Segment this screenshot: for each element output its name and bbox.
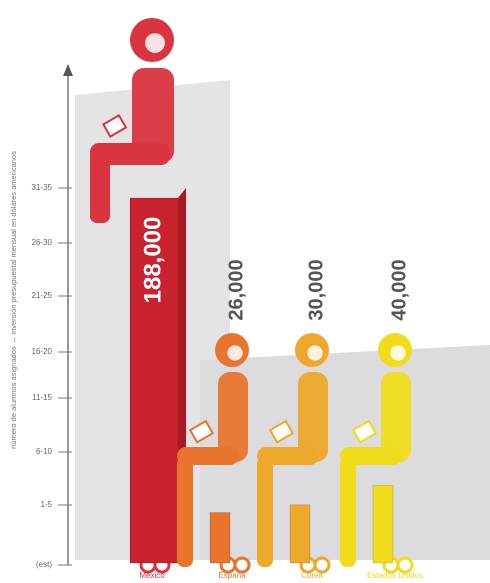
x-tick-label: Estados Unidos [367,571,423,580]
figure-leg [90,153,110,223]
value-label: 188,000 [139,217,166,304]
bar [129,197,179,564]
figure-face [227,345,243,361]
figure-lap [257,447,319,465]
figure-face [145,33,165,53]
x-tick-label: Corea [301,571,323,580]
figure-leg [177,457,193,567]
figure-body [132,68,174,163]
figure-face [390,345,406,361]
y-tick-label: 26-30 [32,238,53,247]
figure-face [307,345,323,361]
figure-book [188,419,215,444]
figure-body [298,372,328,462]
value-label: 30,000 [305,259,327,320]
value-label: 40,000 [388,259,410,320]
y-tick-label: 1-5 [40,500,52,509]
y-axis-label: número de alumnos asignados ↔ inversión … [9,151,18,449]
x-tick-label: España [218,571,246,580]
figure-leg [340,457,356,567]
figure-lap [177,447,239,465]
figure-lap [340,447,402,465]
bar [372,484,394,564]
figure-wheel [233,556,251,574]
y-tick-label: 16-20 [32,347,53,356]
y-tick-label: 11-15 [32,393,52,402]
x-tick-label: México [139,571,165,580]
figure-wheel [396,556,414,574]
y-tick-label: 6-10 [36,447,53,456]
y-tick-label: 21-25 [32,291,53,300]
figure-body [218,372,248,462]
y-tick-label: 31-35 [32,183,53,192]
figure-book [351,419,378,444]
figure-book [268,419,295,444]
value-label: 26,000 [225,259,247,320]
figure-book [101,113,128,138]
figure-body [381,372,411,462]
figure-leg [257,457,273,567]
bar [209,512,231,564]
figure-lap [90,143,170,165]
axis-arrow [63,64,73,76]
bar [289,504,311,564]
y-tick-label: (est) [36,560,52,569]
figure-wheel [313,556,331,574]
